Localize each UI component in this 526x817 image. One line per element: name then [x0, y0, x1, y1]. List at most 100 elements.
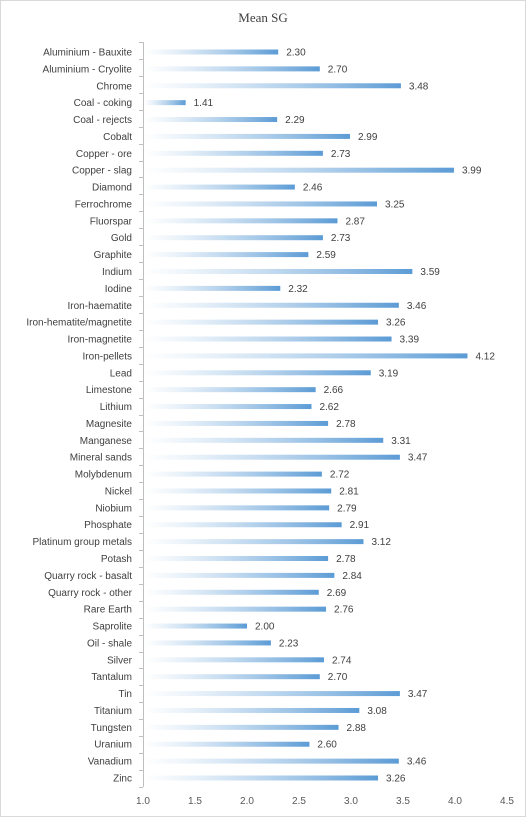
- category-label: Lead: [110, 368, 132, 379]
- category-label: Coal - coking: [74, 98, 132, 109]
- category-label: Copper - slag: [72, 166, 132, 177]
- category-label: Zinc: [113, 774, 132, 785]
- category-label: Aluminium - Bauxite: [43, 48, 132, 59]
- category-label: Iron-haematite: [68, 301, 133, 312]
- x-tick-label: 2.0: [240, 796, 254, 807]
- data-label: 3.12: [371, 537, 391, 548]
- bar: [144, 150, 323, 156]
- bar: [144, 640, 271, 646]
- bar: [144, 775, 379, 781]
- data-label: 3.47: [408, 689, 428, 700]
- bar: [144, 522, 342, 528]
- category-label: Niobium: [95, 503, 132, 514]
- category-label: Rare Earth: [84, 605, 132, 616]
- data-label: 2.70: [328, 672, 348, 683]
- category-label: Tin: [118, 689, 132, 700]
- data-label: 2.74: [332, 655, 352, 666]
- data-label: 3.46: [407, 301, 427, 312]
- category-label: Limestone: [86, 385, 133, 396]
- data-label: 2.79: [337, 503, 357, 514]
- bar: [144, 235, 323, 241]
- bar: [144, 336, 392, 342]
- data-label: 3.31: [391, 436, 411, 447]
- category-label: Phosphate: [84, 520, 132, 531]
- bar: [144, 370, 371, 376]
- x-tick-label: 2.5: [292, 796, 306, 807]
- category-label: Diamond: [92, 183, 132, 194]
- bar: [144, 353, 468, 359]
- data-label: 2.72: [330, 470, 350, 481]
- bar: [144, 184, 295, 190]
- category-label: Titanium: [94, 706, 132, 717]
- x-tick-label: 4.5: [500, 796, 514, 807]
- bar: [144, 437, 384, 443]
- bar: [144, 488, 332, 494]
- bar: [144, 252, 309, 258]
- data-label: 4.12: [475, 351, 495, 362]
- category-label: Uranium: [94, 740, 132, 751]
- category-label: Silver: [107, 655, 133, 666]
- data-label: 3.08: [367, 706, 387, 717]
- bar: [144, 572, 335, 578]
- bar: [144, 707, 360, 713]
- category-label: Indium: [102, 267, 132, 278]
- data-label: 2.66: [324, 385, 344, 396]
- data-label: 3.25: [385, 199, 405, 210]
- x-tick-label: 1.5: [188, 796, 202, 807]
- category-label: Iron-hematite/magnetite: [26, 318, 132, 329]
- bar: [144, 117, 278, 123]
- data-label: 2.00: [255, 622, 275, 633]
- bar: [144, 454, 400, 460]
- bar: [144, 505, 330, 511]
- data-label: 3.99: [462, 166, 482, 177]
- category-label: Aluminium - Cryolite: [43, 64, 133, 75]
- data-label: 2.84: [342, 571, 362, 582]
- data-label: 2.99: [358, 132, 378, 143]
- data-label: 2.73: [331, 149, 351, 160]
- category-label: Vanadium: [88, 757, 132, 768]
- category-label: Oil - shale: [87, 638, 132, 649]
- category-label: Iron-pellets: [83, 351, 132, 362]
- bar: [144, 302, 399, 308]
- data-label: 2.32: [288, 284, 308, 295]
- x-tick-label: 3.0: [344, 796, 358, 807]
- category-label: Graphite: [94, 250, 133, 261]
- bar: [144, 606, 327, 612]
- x-tick-label: 1.0: [136, 796, 150, 807]
- bar: [144, 100, 186, 106]
- bar: [144, 657, 324, 663]
- category-label: Iron-magnetite: [68, 335, 133, 346]
- data-label: 2.62: [319, 402, 339, 413]
- category-label: Platinum group metals: [33, 537, 133, 548]
- category-label: Nickel: [105, 486, 132, 497]
- data-label: 2.91: [350, 520, 370, 531]
- category-label: Tungsten: [91, 723, 132, 734]
- data-label: 3.26: [386, 318, 406, 329]
- bar: [144, 66, 320, 72]
- data-label: 2.59: [316, 250, 336, 261]
- bar: [144, 285, 281, 291]
- data-label: 2.70: [328, 64, 348, 75]
- data-label: 2.87: [345, 216, 365, 227]
- category-label: Magnesite: [86, 419, 133, 430]
- bar: [144, 319, 379, 325]
- data-label: 3.46: [407, 757, 427, 768]
- bar: [144, 741, 310, 747]
- bar: [144, 539, 364, 545]
- category-label: Copper - ore: [76, 149, 133, 160]
- bar: [144, 758, 399, 764]
- data-label: 3.39: [400, 335, 420, 346]
- data-label: 2.88: [347, 723, 367, 734]
- category-label: Manganese: [80, 436, 133, 447]
- category-label: Tantalum: [91, 672, 132, 683]
- bar: [144, 268, 413, 274]
- data-label: 3.48: [409, 81, 429, 92]
- category-label: Quarry rock - other: [48, 588, 133, 599]
- data-label: 2.78: [336, 554, 356, 565]
- bar: [144, 133, 350, 139]
- category-label: Quarry rock - basalt: [44, 571, 132, 582]
- bar: [144, 387, 316, 393]
- bar: [144, 167, 454, 173]
- bar: [144, 674, 320, 680]
